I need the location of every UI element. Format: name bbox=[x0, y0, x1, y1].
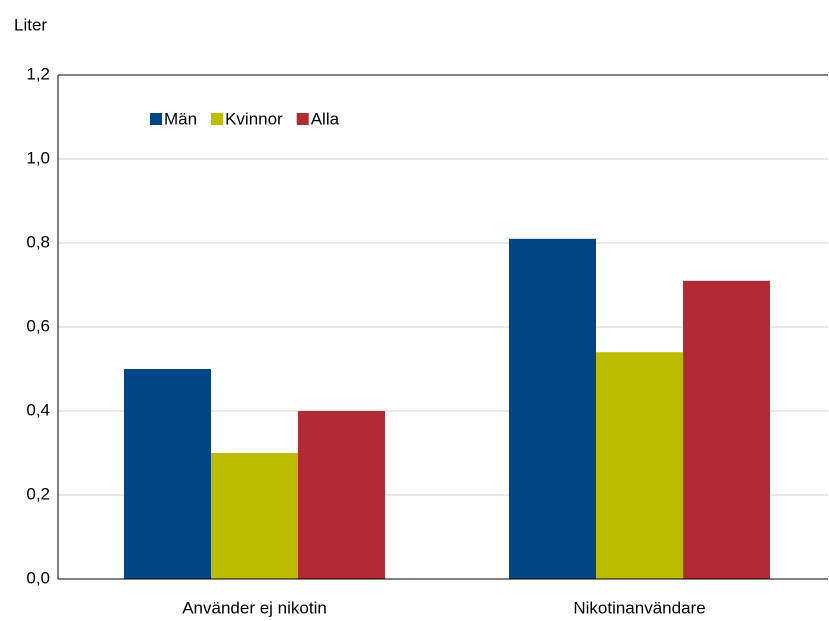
legend-swatch bbox=[211, 113, 224, 125]
legend-swatch bbox=[150, 113, 162, 125]
y-tick-label: 0,6 bbox=[26, 316, 50, 335]
legend-label: Män bbox=[164, 109, 197, 128]
y-tick-label: 1,2 bbox=[26, 64, 50, 83]
bar bbox=[298, 411, 386, 579]
bar bbox=[683, 280, 771, 579]
bar bbox=[210, 453, 299, 579]
y-tick-label: 0,4 bbox=[26, 400, 50, 419]
legend-label: Kvinnor bbox=[225, 109, 283, 128]
x-tick-label: Använder ej nikotin bbox=[182, 598, 327, 617]
bar bbox=[123, 369, 211, 579]
legend-label: Alla bbox=[311, 109, 340, 128]
y-tick-label: 0,8 bbox=[26, 232, 50, 251]
bar bbox=[508, 238, 596, 580]
y-tick-label: 1,0 bbox=[26, 148, 50, 167]
bar bbox=[595, 352, 684, 579]
y-axis-label: Liter bbox=[14, 15, 47, 34]
x-tick-label: Nikotinanvändare bbox=[573, 598, 705, 617]
y-tick-label: 0,0 bbox=[26, 568, 50, 587]
y-tick-label: 0,2 bbox=[26, 484, 50, 503]
legend-swatch bbox=[296, 113, 309, 125]
